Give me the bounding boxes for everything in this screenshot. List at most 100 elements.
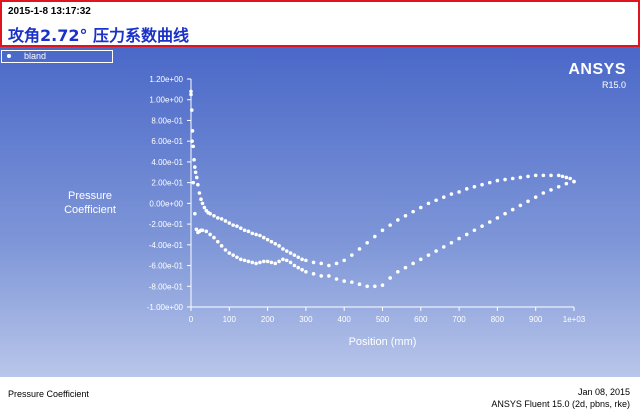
data-point-upper [533,173,538,178]
data-point-lower [495,216,500,220]
data-point-lower [200,228,205,233]
data-point-lower [365,284,369,289]
data-point-lower [261,259,266,264]
data-point-upper [258,233,262,238]
x-tick-label: 600 [414,315,428,324]
data-point-lower [464,232,469,237]
data-point-lower [219,244,224,248]
data-point-upper [396,218,400,222]
data-point-upper [388,223,392,227]
data-point-upper [223,219,228,223]
data-point-lower [549,188,553,192]
x-axis-label: Position (mm) [349,336,417,348]
data-point-upper [284,249,289,253]
y-tick-label: 2.00e-01 [151,179,183,188]
chart-svg: 1.20e+00 1.00e+00 8.00e-01 6.00e-01 4.00e-01… [64,75,586,348]
x-tick-label: 1e+03 [563,315,586,324]
data-point-lower [380,283,385,288]
data-point-lower [223,248,228,252]
data-point-lower [254,261,258,266]
data-point-lower [533,195,538,199]
footer-bar: Pressure Coefficient Jan 08, 2015 ANSYS … [0,377,640,419]
data-point-upper [434,198,438,203]
data-point-lower [311,272,316,276]
chart-title: 攻角2.72° 压力系数曲线 [8,26,190,45]
data-point-upper [327,263,331,268]
data-point-lower [480,224,484,228]
y-tick-label: 1.20e+00 [149,75,183,84]
y-tick-label: 6.00e-01 [151,137,183,146]
data-point-lower [503,211,507,216]
data-point-lower [212,235,216,240]
data-point-lower [441,245,446,249]
data-point-upper [200,201,205,206]
legend-marker-icon [7,54,11,58]
data-point-upper [202,205,207,210]
data-point-upper [235,224,239,228]
data-point-lower [449,240,454,245]
data-point-lower [472,228,477,233]
data-point-upper [269,239,274,244]
data-point-upper [503,177,507,182]
data-point-upper [472,184,477,189]
data-point-upper [568,176,572,181]
data-point-lower [269,260,274,265]
data-point-upper [342,258,347,263]
data-point-upper [541,173,546,178]
data-point-upper [281,247,285,251]
y-tick-label: -6.00e-01 [149,262,184,271]
data-point-upper [250,231,255,236]
y-axis-label: Coefficient [64,204,116,216]
x-tick-label: 300 [299,315,313,324]
data-point-upper [300,257,304,262]
data-point-upper [219,217,224,221]
data-point-lower [373,284,377,289]
data-point-upper [194,175,199,180]
plot-area: bland ANSYS R15.0 1.20e+00 1.00e+00 8.00e-… [0,47,640,377]
data-point-lower [487,220,492,224]
data-point-upper [556,173,561,178]
data-point-lower [296,265,301,270]
data-point-lower [216,239,220,244]
data-point-upper [208,211,212,216]
data-point-upper [449,192,454,196]
data-point-lower [403,265,408,270]
data-point-upper [199,197,203,202]
data-point-upper [216,216,220,220]
x-tick-label: 0 [189,315,194,324]
data-point-lower [277,259,281,264]
x-tick-label: 700 [452,315,466,324]
footer-date: Jan 08, 2015 [577,387,630,397]
y-tick-label: 8.00e-01 [151,116,183,125]
y-tick-label: 0.00e+00 [149,199,183,208]
data-point-lower [350,280,354,284]
data-point-lower [250,260,255,265]
data-point-lower [193,211,197,216]
legend-entry: bland [24,51,47,61]
data-point-lower [238,257,243,262]
data-point-lower [194,227,199,232]
data-point-upper [193,170,198,175]
data-point-lower [457,236,461,241]
data-point-lower [357,282,362,286]
data-point-upper [292,253,297,257]
timestamp: 2015-1-8 13:17:32 [8,6,91,17]
y-axis-label: Pressure [68,190,112,202]
data-point-lower [235,255,239,260]
data-point-upper [304,258,308,263]
data-point-upper [193,165,197,169]
data-point-upper [334,261,339,266]
data-point-lower [419,257,423,262]
data-point-lower [342,279,347,283]
y-tick-label: -8.00e-01 [149,282,184,291]
data-point-lower [246,259,251,264]
data-point-upper [373,234,377,239]
data-point-lower [288,260,293,265]
data-point-upper [311,260,316,265]
data-point-lower [284,258,289,263]
x-tick-label: 400 [338,315,352,324]
data-point-lower [281,257,285,262]
data-point-lower [191,180,196,185]
data-point-upper [191,144,196,149]
data-point-lower [388,276,392,280]
